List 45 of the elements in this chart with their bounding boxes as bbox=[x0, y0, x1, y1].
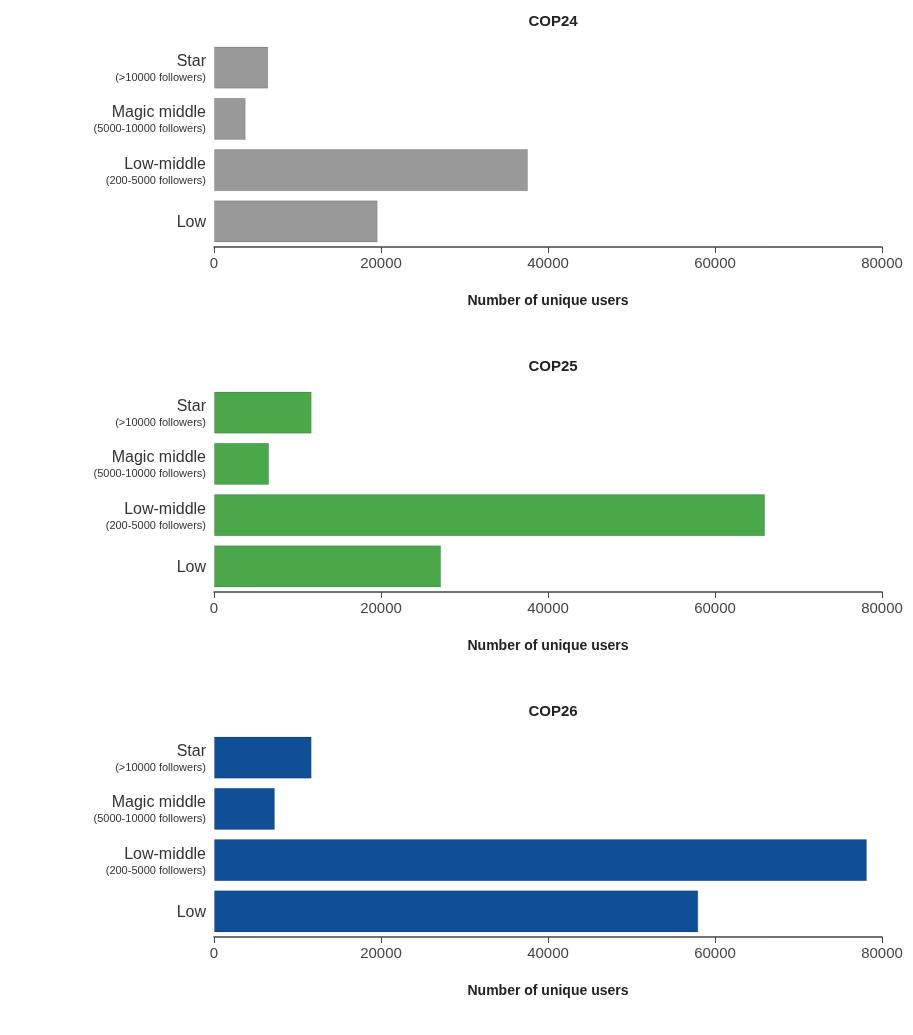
x-tick-label: 20000 bbox=[360, 254, 402, 271]
bar bbox=[214, 890, 699, 933]
y-tick-label: Star (>10000 followers) bbox=[115, 397, 207, 429]
x-tick-label: 20000 bbox=[360, 599, 402, 616]
y-tick-label: Star (>10000 followers) bbox=[115, 52, 207, 84]
bar bbox=[214, 787, 275, 830]
bar bbox=[214, 200, 378, 243]
y-tick-label: Magic middle (5000-10000 followers) bbox=[93, 793, 207, 825]
y-tick-label: Low bbox=[176, 902, 207, 920]
x-tick-label: 0 bbox=[209, 944, 219, 961]
bar bbox=[214, 97, 246, 140]
x-axis-title: Number of unique users bbox=[467, 982, 629, 998]
x-tick-label: 60000 bbox=[694, 944, 736, 961]
bar bbox=[214, 46, 269, 89]
x-tick-label: 40000 bbox=[527, 599, 569, 616]
x-axis-title: Number of unique users bbox=[467, 637, 629, 653]
y-tick-label: Low-middle (200-5000 followers) bbox=[105, 844, 207, 876]
y-tick-label: Low bbox=[176, 557, 207, 575]
x-tick-label: 0 bbox=[209, 599, 219, 616]
bar bbox=[214, 736, 312, 779]
bar bbox=[214, 442, 270, 485]
y-tick-label: Low-middle (200-5000 followers) bbox=[105, 499, 207, 531]
bar bbox=[214, 545, 442, 588]
bar bbox=[214, 149, 528, 192]
x-tick-label: 40000 bbox=[527, 254, 569, 271]
y-tick-label: Low-middle (200-5000 followers) bbox=[105, 154, 207, 186]
y-tick-label: Magic middle (5000-10000 followers) bbox=[93, 103, 207, 135]
y-tick-label: Low bbox=[176, 212, 207, 230]
x-tick-label: 60000 bbox=[694, 254, 736, 271]
chart-title: COP25 bbox=[528, 357, 578, 374]
x-tick-label: 20000 bbox=[360, 944, 402, 961]
x-axis-title: Number of unique users bbox=[467, 292, 629, 308]
bar bbox=[214, 391, 312, 434]
x-tick-label: 80000 bbox=[861, 944, 903, 961]
y-tick-label: Star (>10000 followers) bbox=[115, 742, 207, 774]
x-tick-label: 0 bbox=[209, 254, 219, 271]
x-tick-label: 60000 bbox=[694, 599, 736, 616]
x-tick-label: 80000 bbox=[861, 599, 903, 616]
chart-title: COP26 bbox=[528, 702, 578, 719]
chart-title: COP24 bbox=[528, 12, 579, 29]
bar bbox=[214, 839, 867, 882]
x-tick-label: 40000 bbox=[527, 944, 569, 961]
y-tick-label: Magic middle (5000-10000 followers) bbox=[93, 448, 207, 480]
x-tick-label: 80000 bbox=[861, 254, 903, 271]
bar bbox=[214, 494, 766, 537]
